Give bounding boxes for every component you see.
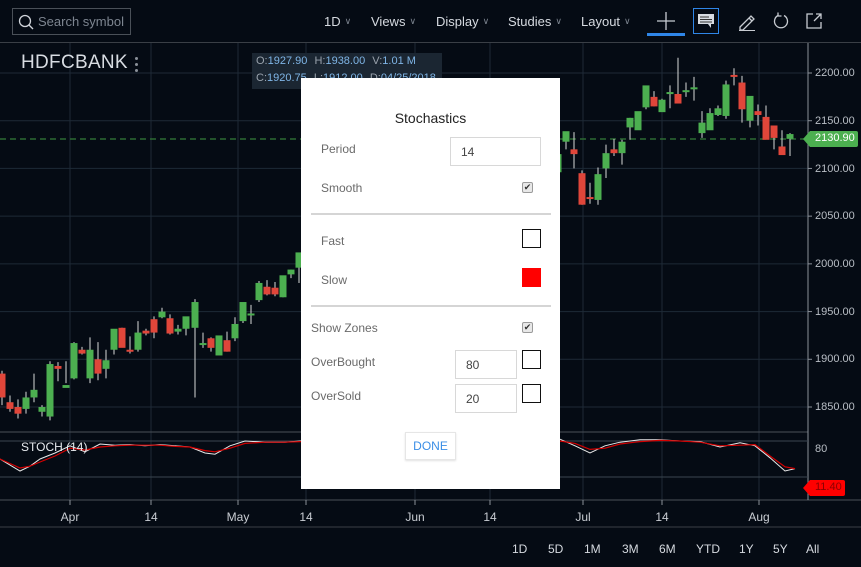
views-label: Views <box>371 13 406 29</box>
share-button[interactable] <box>801 8 827 34</box>
dialog-title: Stochastics <box>394 110 467 126</box>
layout-menu[interactable]: Layout ∨ <box>581 0 631 42</box>
price-axis-label: 2200.00 <box>815 67 855 79</box>
price-axis-label: 2050.00 <box>815 210 855 222</box>
range-6m[interactable]: 6M <box>659 542 676 556</box>
period-input[interactable] <box>450 137 541 166</box>
fast-color-swatch[interactable] <box>522 229 541 248</box>
x-axis-label: Apr <box>60 510 80 524</box>
display-label: Display <box>436 13 479 29</box>
range-ytd[interactable]: YTD <box>696 542 720 556</box>
draw-button[interactable] <box>734 8 760 34</box>
x-axis-label: Jul <box>575 510 591 524</box>
interval-label: 1D <box>324 13 341 29</box>
symbol-title: HDFCBANK <box>21 52 128 73</box>
volume-value: 1.01 M <box>382 55 416 67</box>
open-value: 1927.90 <box>267 55 308 67</box>
slow-label: Slow <box>321 273 348 287</box>
x-axis-label: Aug <box>748 510 770 524</box>
volume-label: V: <box>372 55 383 67</box>
smooth-label: Smooth <box>321 181 363 195</box>
show-zones-checkbox[interactable]: ✔ <box>522 322 533 333</box>
reset-button[interactable] <box>768 8 794 34</box>
overbought-color-swatch[interactable] <box>522 350 541 369</box>
price-axis-label: 2150.00 <box>815 115 855 127</box>
x-axis-label: Jun <box>405 510 425 524</box>
search-box[interactable] <box>12 8 131 35</box>
range-3m[interactable]: 3M <box>622 542 639 556</box>
period-label: Period <box>321 142 356 156</box>
range-5y[interactable]: 5Y <box>773 542 788 556</box>
oversold-input[interactable] <box>455 384 517 413</box>
kebab-menu-icon[interactable] <box>135 57 139 75</box>
oversold-label: OverSold <box>311 389 362 403</box>
current-price-tag: 2130.90 <box>803 131 858 147</box>
overbought-label: OverBought <box>311 355 376 369</box>
x-axis-label: 14 <box>655 510 669 524</box>
done-button[interactable]: DONE <box>405 432 456 460</box>
study-label[interactable]: STOCH (14) <box>21 440 88 454</box>
range-5d[interactable]: 5D <box>548 542 564 556</box>
checkmark-icon: ✔ <box>523 322 532 332</box>
slow-color-swatch[interactable] <box>522 268 541 287</box>
price-axis-label: 2000.00 <box>815 258 855 270</box>
range-1m[interactable]: 1M <box>584 542 601 556</box>
undo-icon <box>773 12 789 29</box>
close-label: C: <box>256 72 267 84</box>
share-icon <box>806 13 822 29</box>
overbought-input[interactable] <box>455 350 517 379</box>
fast-label: Fast <box>321 234 345 248</box>
oversold-color-swatch[interactable] <box>522 384 541 403</box>
close-value: 1920.75 <box>267 72 307 84</box>
chevron-down-icon: ∨ <box>344 15 352 26</box>
ohlc-row-1: O:1927.90 H:1938.00 V:1.01 M <box>256 53 438 70</box>
comment-icon <box>698 14 714 28</box>
comment-button[interactable] <box>693 8 719 34</box>
crosshair-button[interactable] <box>647 8 685 36</box>
studies-label: Studies <box>508 13 552 29</box>
price-axis-label: 1850.00 <box>815 401 855 413</box>
display-menu[interactable]: Display ∨ <box>436 0 489 42</box>
current-price-value: 2130.90 <box>815 132 855 144</box>
chevron-down-icon: ∨ <box>482 15 490 26</box>
study-value-tag: 11.40 <box>803 480 845 496</box>
x-axis-label: 14 <box>483 510 497 524</box>
layout-label: Layout <box>581 13 621 29</box>
crosshair-icon <box>657 11 675 30</box>
x-axis-label: May <box>226 510 250 524</box>
range-1d[interactable]: 1D <box>512 542 528 556</box>
show-zones-label: Show Zones <box>311 321 378 335</box>
top-toolbar: 1D∨ Views∨ Display∨ Studies∨ Layout∨ <box>0 0 861 43</box>
studies-menu[interactable]: Studies ∨ <box>508 0 562 42</box>
chevron-down-icon: ∨ <box>555 15 562 26</box>
x-axis-label: 14 <box>144 510 158 524</box>
high-label: H: <box>314 55 326 67</box>
divider <box>311 213 551 215</box>
smooth-checkbox[interactable]: ✔ <box>522 182 533 193</box>
views-menu[interactable]: Views ∨ <box>371 0 416 42</box>
chevron-down-icon: ∨ <box>409 15 417 26</box>
chevron-down-icon: ∨ <box>624 15 631 26</box>
pencil-icon <box>739 15 755 31</box>
high-value: 1938.00 <box>325 55 366 67</box>
range-1y[interactable]: 1Y <box>739 542 754 556</box>
price-axis-label: 1900.00 <box>815 353 855 365</box>
open-label: O: <box>256 55 268 67</box>
search-input[interactable] <box>38 14 128 29</box>
price-axis-label: 1950.00 <box>815 306 855 318</box>
search-icon <box>18 14 34 29</box>
divider <box>311 305 551 307</box>
price-axis-label: 2100.00 <box>815 163 855 175</box>
range-all[interactable]: All <box>806 542 820 556</box>
stochastics-dialog: Stochastics Period Smooth ✔ Fast Slow Sh… <box>301 78 560 489</box>
x-axis-label: 14 <box>299 510 313 524</box>
checkmark-icon: ✔ <box>523 182 532 192</box>
study-value: 11.40 <box>815 481 842 493</box>
interval-menu[interactable]: 1D ∨ <box>324 0 351 42</box>
study-axis-label: 80 <box>815 443 828 455</box>
